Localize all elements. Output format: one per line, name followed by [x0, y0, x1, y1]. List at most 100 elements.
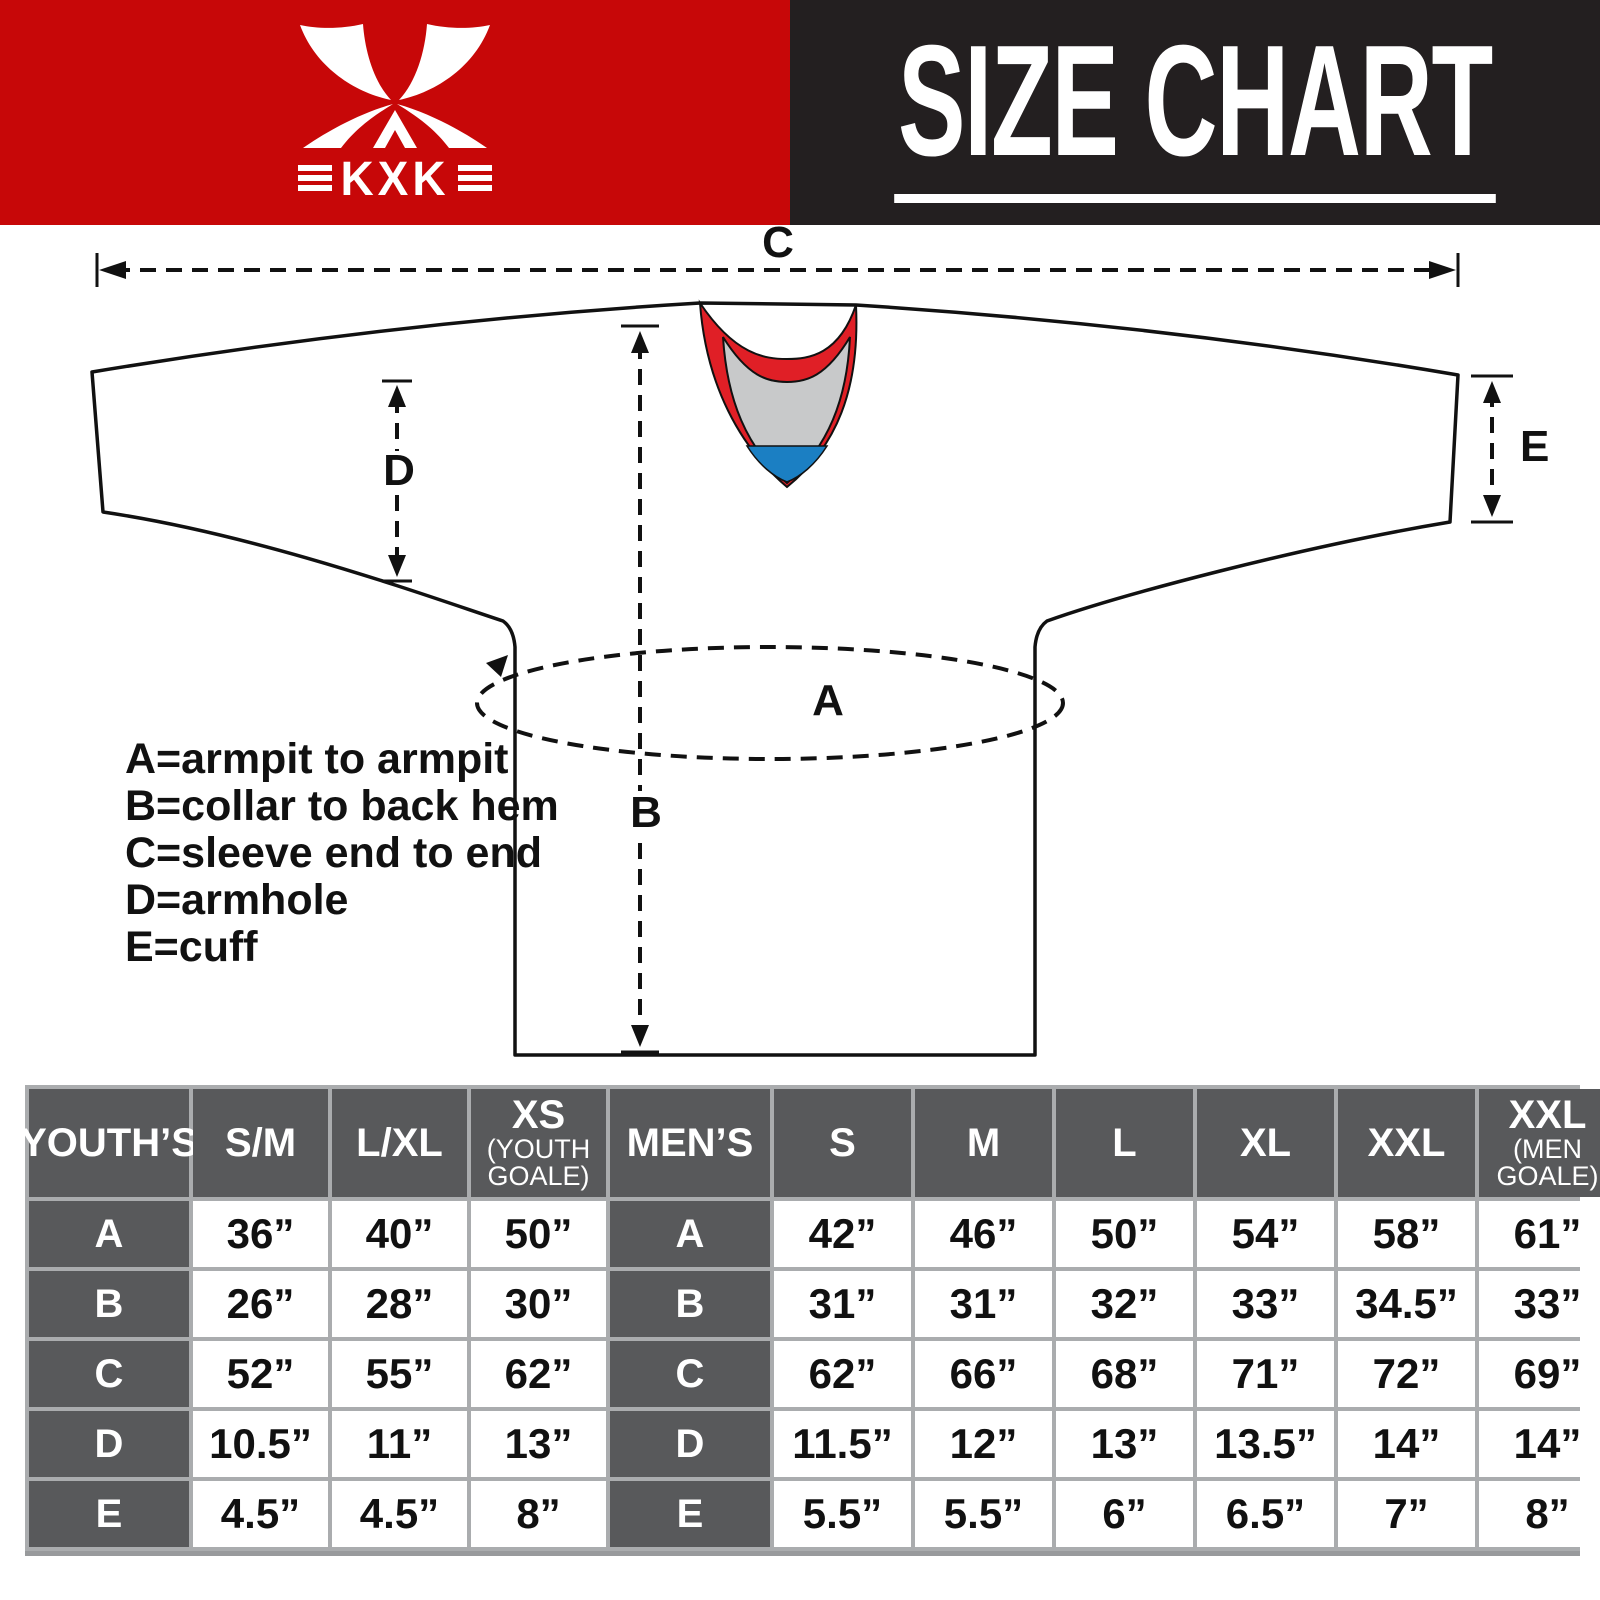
men-c-l: 68” — [1056, 1341, 1193, 1407]
men-e-xxl: 7” — [1338, 1481, 1475, 1547]
youth-c-lxl: 55” — [332, 1341, 467, 1407]
measurement-arrow-e: E — [1471, 374, 1549, 524]
triple-bar-icon — [457, 165, 492, 191]
men-corner-header: MEN’S — [610, 1089, 770, 1197]
legend-line-e: E=cuff — [125, 923, 258, 971]
men-d-m: 12” — [915, 1411, 1052, 1477]
youth-row-c-label: C — [29, 1341, 189, 1407]
measurement-arrow-b: B — [621, 324, 662, 1054]
collar-bottom-insert — [745, 445, 829, 483]
label-d: D — [383, 446, 415, 495]
men-row-a-label: A — [610, 1201, 770, 1267]
legend-line-a: A=armpit to armpit — [125, 735, 508, 783]
measurement-arrow-d: D — [382, 379, 415, 583]
men-b-l: 32” — [1056, 1271, 1193, 1337]
brand-banner: KXK — [0, 0, 790, 225]
youth-col-sm: S/M — [193, 1089, 328, 1197]
youth-e-xs: 8” — [471, 1481, 606, 1547]
men-b-xl: 33” — [1197, 1271, 1334, 1337]
men-d-l: 13” — [1056, 1411, 1193, 1477]
men-e-xl: 6.5” — [1197, 1481, 1334, 1547]
men-a-l: 50” — [1056, 1201, 1193, 1267]
men-a-m: 46” — [915, 1201, 1052, 1267]
men-row-e-label: E — [610, 1481, 770, 1547]
label-b: B — [630, 788, 662, 837]
men-c-s: 62” — [774, 1341, 911, 1407]
men-row-c-label: C — [610, 1341, 770, 1407]
size-table: YOUTH’S S/M L/XL XS (YOUTH GOALE) MEN’S … — [20, 1085, 1600, 1551]
youth-d-lxl: 11” — [332, 1411, 467, 1477]
men-b-xxl-goalie: 33” — [1479, 1271, 1600, 1337]
men-c-m: 66” — [915, 1341, 1052, 1407]
youth-b-xs: 30” — [471, 1271, 606, 1337]
page-title: SIZE CHART — [894, 22, 1496, 203]
title-banner: SIZE CHART — [790, 0, 1600, 225]
header-banner: KXK SIZE CHART — [0, 0, 1600, 225]
men-e-xxl-goalie: 8” — [1479, 1481, 1600, 1547]
men-row-d-label: D — [610, 1411, 770, 1477]
youth-e-sm: 4.5” — [193, 1481, 328, 1547]
youth-corner-header: YOUTH’S — [20, 1089, 198, 1197]
measurement-legend: A=armpit to armpit B=collar to back hem … — [125, 735, 559, 971]
legend-line-b: B=collar to back hem — [125, 782, 559, 830]
jersey-diagram: C D B A E — [90, 225, 1549, 1057]
men-a-xl: 54” — [1197, 1201, 1334, 1267]
men-d-xl: 13.5” — [1197, 1411, 1334, 1477]
youth-row-e-label: E — [29, 1481, 189, 1547]
men-col-m: M — [915, 1089, 1052, 1197]
men-e-s: 5.5” — [774, 1481, 911, 1547]
men-d-s: 11.5” — [774, 1411, 911, 1477]
men-col-l: L — [1056, 1089, 1193, 1197]
men-col-xxl-goalie: XXL (MEN GOALE) — [1479, 1089, 1600, 1197]
triple-bar-icon — [298, 165, 333, 191]
men-e-l: 6” — [1056, 1481, 1193, 1547]
men-d-xxl: 14” — [1338, 1411, 1475, 1477]
youth-c-sm: 52” — [193, 1341, 328, 1407]
men-c-xxl: 72” — [1338, 1341, 1475, 1407]
youth-b-sm: 26” — [193, 1271, 328, 1337]
men-b-xxl: 34.5” — [1338, 1271, 1475, 1337]
men-col-xxl-goalie-note: (MEN GOALE) — [1496, 1134, 1599, 1191]
men-col-xxl-goalie-label: XXL — [1508, 1093, 1587, 1137]
men-a-xxl-goalie: 61” — [1479, 1201, 1600, 1267]
kxk-x-icon — [300, 24, 490, 148]
men-d-xxl-goalie: 14” — [1479, 1411, 1600, 1477]
youth-e-lxl: 4.5” — [332, 1481, 467, 1547]
youth-c-xs: 62” — [471, 1341, 606, 1407]
label-c: C — [762, 225, 794, 267]
youth-b-lxl: 28” — [332, 1271, 467, 1337]
youth-row-b-label: B — [29, 1271, 189, 1337]
men-a-s: 42” — [774, 1201, 911, 1267]
measurement-ellipse-a: A — [475, 645, 1065, 761]
men-col-s: S — [774, 1089, 911, 1197]
youth-col-xs-note: (YOUTH GOALE) — [486, 1134, 591, 1191]
men-c-xl: 71” — [1197, 1341, 1334, 1407]
men-col-xxl: XXL — [1338, 1089, 1475, 1197]
youth-d-xs: 13” — [471, 1411, 606, 1477]
brand-logo: KXK — [295, 24, 495, 206]
men-b-m: 31” — [915, 1271, 1052, 1337]
men-col-xl: XL — [1197, 1089, 1334, 1197]
jersey-outline — [90, 301, 1460, 1057]
youth-col-xs-label: XS — [511, 1093, 566, 1137]
men-c-xxl-goalie: 69” — [1479, 1341, 1600, 1407]
youth-a-lxl: 40” — [332, 1201, 467, 1267]
legend-line-d: D=armhole — [125, 876, 348, 924]
label-a: A — [812, 676, 844, 725]
youth-col-xs-goalie: XS (YOUTH GOALE) — [471, 1089, 606, 1197]
youth-d-sm: 10.5” — [193, 1411, 328, 1477]
youth-row-a-label: A — [29, 1201, 189, 1267]
men-e-m: 5.5” — [915, 1481, 1052, 1547]
brand-wordmark: KXK — [298, 150, 492, 206]
legend-line-c: C=sleeve end to end — [125, 829, 542, 877]
men-b-s: 31” — [774, 1271, 911, 1337]
label-e: E — [1520, 422, 1549, 471]
measurement-arrow-c: C — [95, 225, 1460, 287]
men-row-b-label: B — [610, 1271, 770, 1337]
youth-col-lxl: L/XL — [332, 1089, 467, 1197]
brand-name: KXK — [340, 150, 450, 206]
youth-a-xs: 50” — [471, 1201, 606, 1267]
men-a-xxl: 58” — [1338, 1201, 1475, 1267]
youth-row-d-label: D — [29, 1411, 189, 1477]
